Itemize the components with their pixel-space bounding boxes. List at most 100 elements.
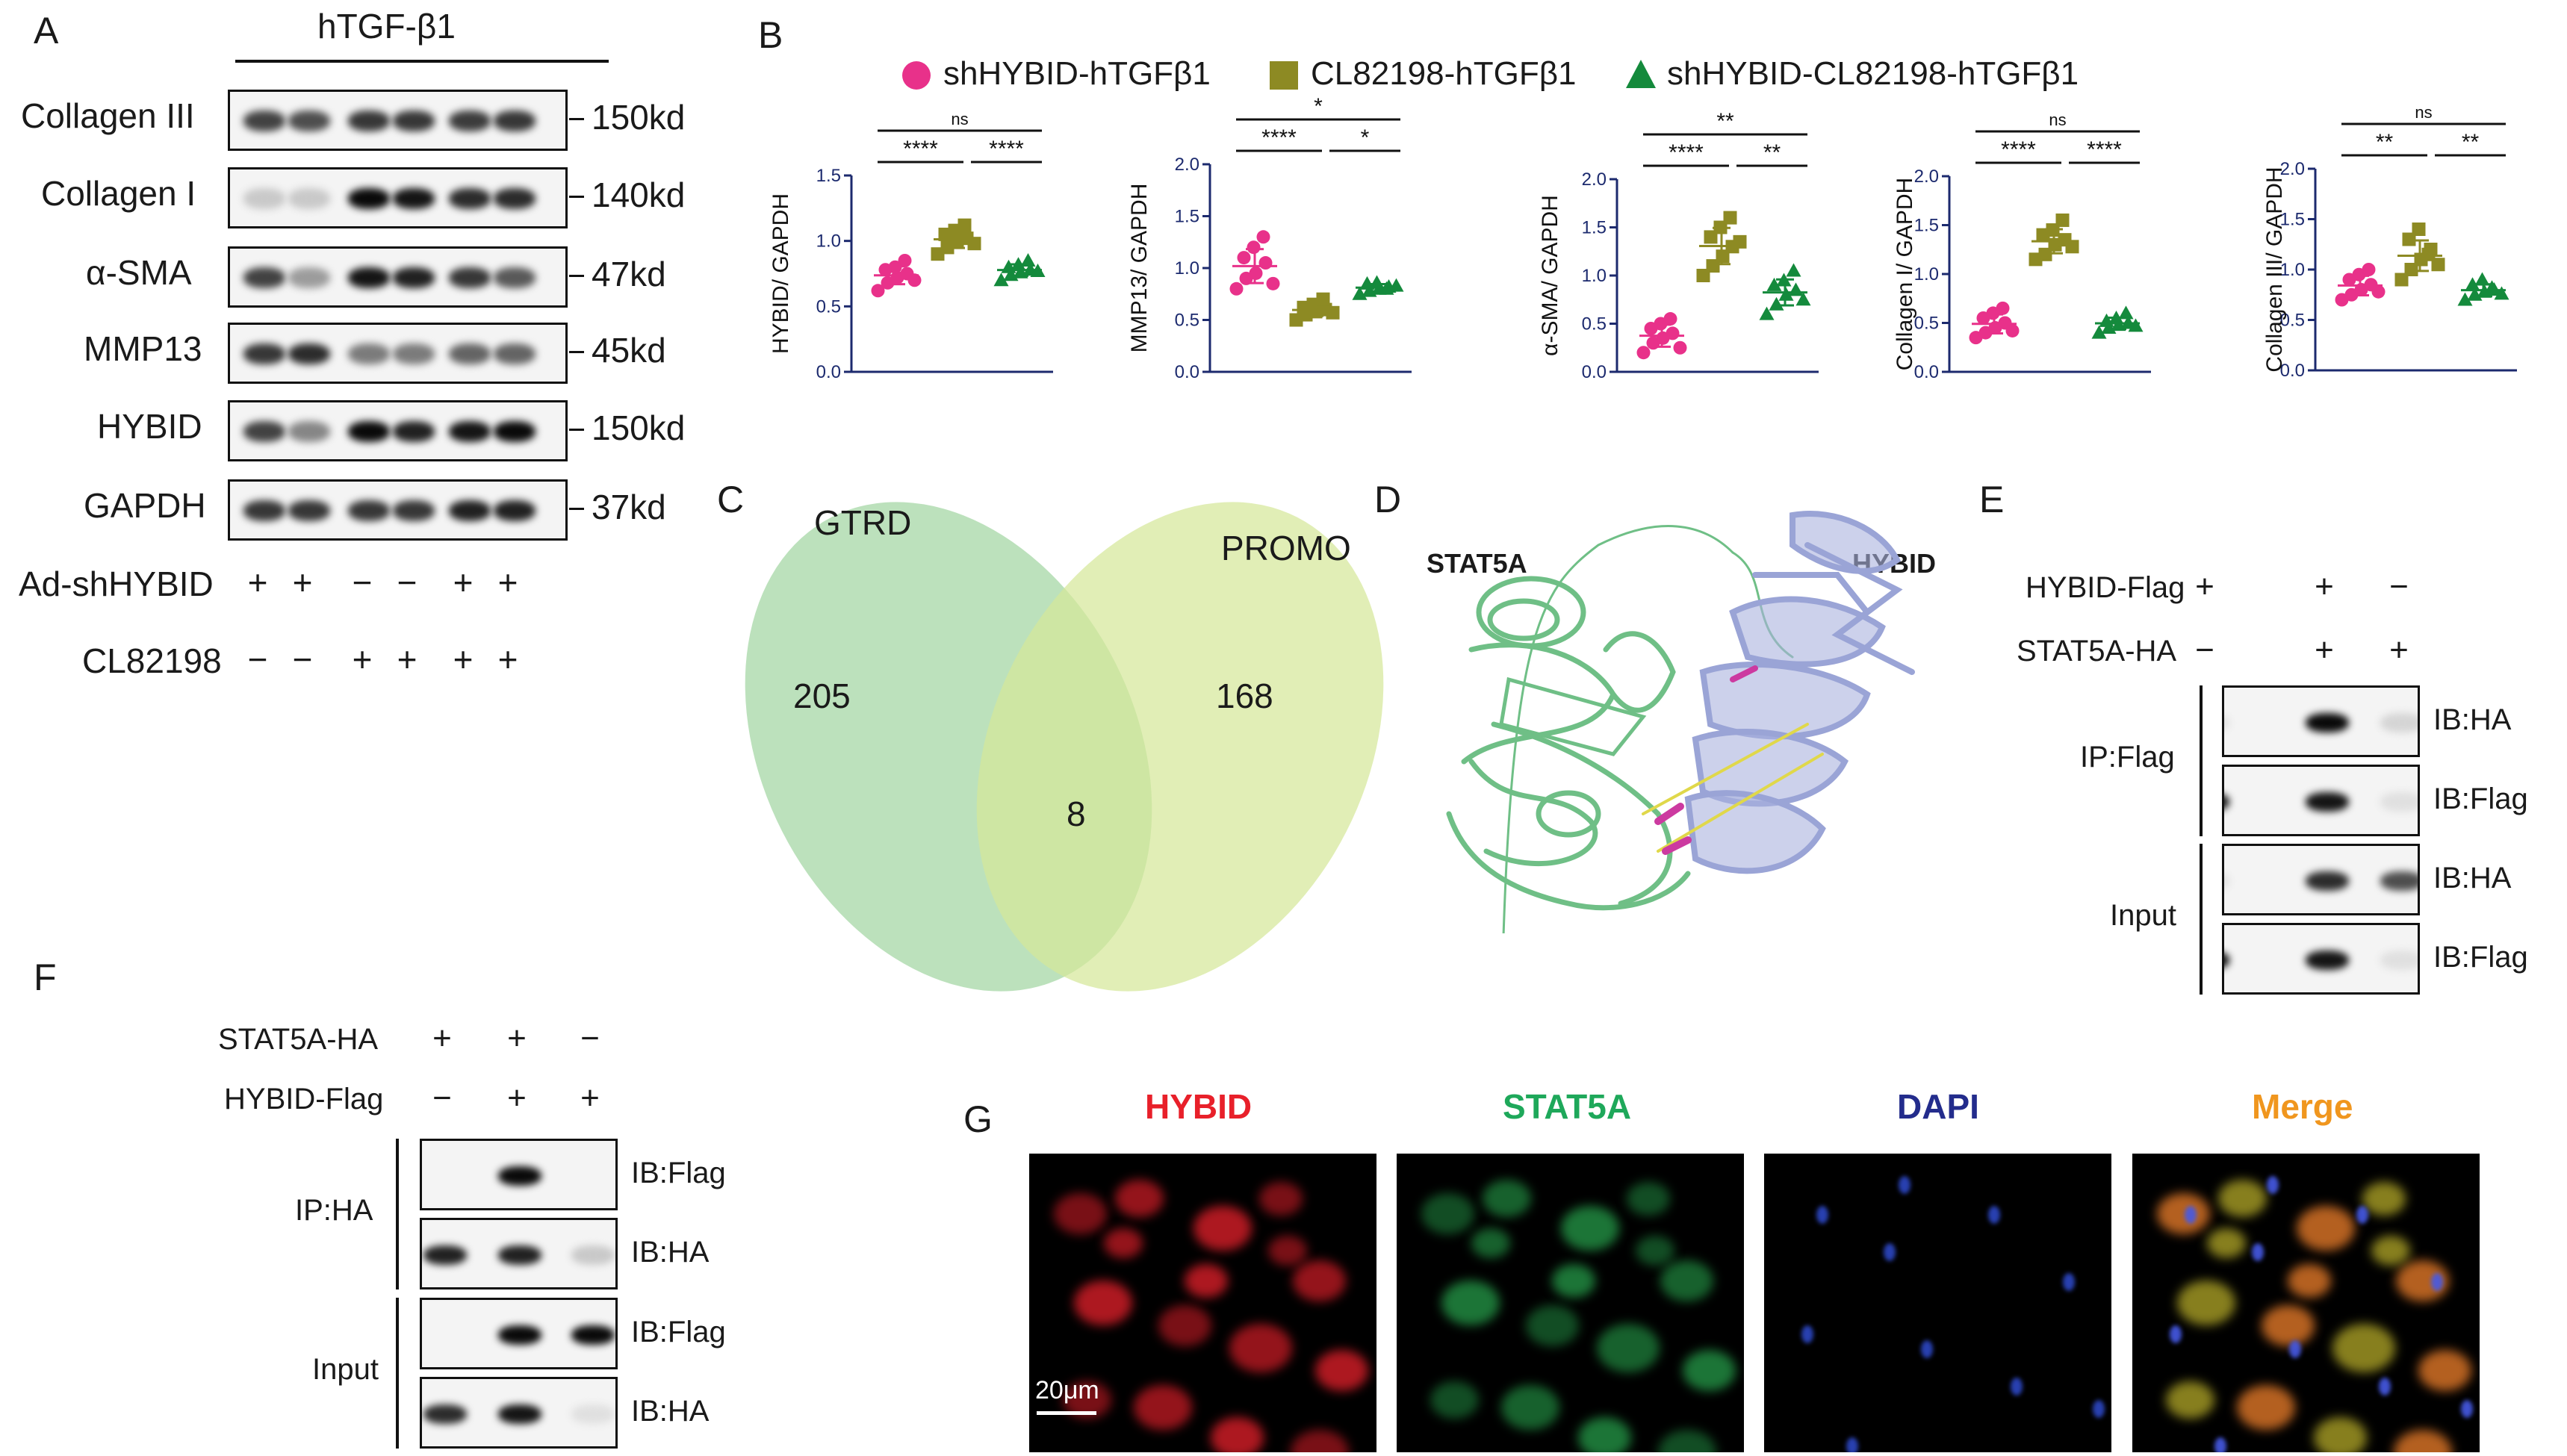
scale-bar xyxy=(1037,1411,1096,1415)
legend-label: shHYBID-CL82198-hTGFβ1 xyxy=(1667,55,2079,92)
panel-g-label: G xyxy=(963,1098,993,1140)
cell-body xyxy=(2332,1323,2395,1372)
treatment-sign: + xyxy=(453,640,474,679)
blot-band xyxy=(494,267,536,288)
group-bracket xyxy=(2200,844,2203,995)
blot-row-protein-label: Collagen III xyxy=(21,96,195,135)
y-tick-label: 0.5 xyxy=(1914,314,1939,334)
marker-tick xyxy=(569,508,584,510)
cell-body xyxy=(2156,1192,2210,1234)
data-point xyxy=(1247,240,1261,255)
blot-row-size-label: 140kd xyxy=(592,175,686,214)
blot-band xyxy=(288,500,330,521)
significance-label: **** xyxy=(989,137,1024,161)
blot-band xyxy=(348,188,390,209)
treatment-label: CL82198 xyxy=(82,641,222,680)
venn-left-count: 205 xyxy=(793,676,851,715)
cell-body xyxy=(2218,1180,2267,1217)
data-point xyxy=(1769,296,1784,311)
y-tick-label: 1.0 xyxy=(1175,258,1199,279)
condition-sign: + xyxy=(507,1020,527,1057)
condition-sign: − xyxy=(2389,568,2409,605)
cell-nucleus xyxy=(1921,1340,1933,1358)
condition-sign: − xyxy=(580,1020,600,1057)
cell-body xyxy=(1210,1416,1264,1452)
blot-band xyxy=(449,343,491,364)
condition-sign: + xyxy=(580,1080,600,1116)
cell-body xyxy=(1229,1323,1292,1372)
blot-band xyxy=(243,421,285,442)
y-tick-label: 0.0 xyxy=(816,362,841,382)
cell-body xyxy=(1158,1304,1211,1346)
cell-body xyxy=(2394,1430,2452,1452)
cell-body xyxy=(1292,1260,1346,1301)
panel-a-header: hTGF-β1 xyxy=(317,7,456,46)
y-tick-label: 2.0 xyxy=(1582,169,1607,190)
data-point xyxy=(1673,340,1687,355)
blot-band xyxy=(243,343,285,364)
group-label: Input xyxy=(312,1353,379,1386)
blot-band xyxy=(348,267,390,288)
data-point xyxy=(1369,275,1385,289)
significance-label: **** xyxy=(2087,137,2122,162)
cell-body xyxy=(1626,1181,1670,1216)
group-label: Input xyxy=(2110,899,2176,932)
cell-nucleus xyxy=(2252,1243,2264,1261)
channel-label: DAPI xyxy=(1897,1087,1979,1126)
blot-row-size-label: 47kd xyxy=(592,255,666,293)
marker-tick xyxy=(569,196,584,198)
blot-band xyxy=(449,421,491,442)
coip-band xyxy=(571,1404,615,1424)
data-point xyxy=(1011,257,1026,271)
cell-nucleus xyxy=(1899,1176,1910,1194)
y-tick-label: 1.5 xyxy=(1175,207,1199,227)
blot-band xyxy=(393,500,435,521)
data-point xyxy=(1316,292,1330,306)
blot-band xyxy=(348,343,390,364)
marker-tick xyxy=(569,351,584,353)
data-point xyxy=(2474,272,2490,286)
panel-c-venn xyxy=(745,502,1384,992)
coip-band xyxy=(2224,951,2229,970)
cell-body xyxy=(1441,1281,1500,1325)
panel-a-label: A xyxy=(34,10,59,52)
group-label: IP:Flag xyxy=(2080,741,2175,774)
data-point xyxy=(871,284,885,298)
cell-body xyxy=(2418,1349,2471,1391)
blot-band xyxy=(393,111,435,131)
data-point xyxy=(2484,280,2500,294)
cell-body xyxy=(1053,1192,1107,1234)
group-bracket xyxy=(396,1139,399,1289)
data-point xyxy=(1776,273,1792,287)
coip-band xyxy=(498,1325,541,1345)
significance-label: **** xyxy=(2001,137,2036,162)
blot-row-size-label: 150kd xyxy=(592,98,686,137)
data-point xyxy=(1766,277,1782,291)
data-point xyxy=(1666,326,1680,340)
blot-image xyxy=(228,90,568,151)
y-tick-label: 1.0 xyxy=(816,231,841,252)
data-point xyxy=(1030,263,1046,277)
blot-band xyxy=(243,267,285,288)
group-label: IP:HA xyxy=(295,1194,373,1227)
panel-b-label: B xyxy=(758,14,783,56)
data-point xyxy=(1636,346,1651,360)
y-tick-label: 2.0 xyxy=(2280,159,2305,179)
data-point xyxy=(2431,258,2445,272)
cell-nucleus xyxy=(1846,1437,1858,1452)
data-point xyxy=(898,253,912,267)
blot-band xyxy=(393,267,435,288)
coip-band xyxy=(423,1404,467,1424)
coip-band xyxy=(2380,713,2418,732)
cell-nucleus xyxy=(2185,1206,2197,1224)
significance-label: ** xyxy=(2462,130,2480,155)
marker-tick xyxy=(569,429,584,431)
blot-image xyxy=(228,479,568,541)
cell-nucleus xyxy=(2267,1176,2279,1194)
y-tick-label: 0.0 xyxy=(1175,362,1199,382)
y-tick-label: 0.5 xyxy=(2280,311,2305,331)
protein-stat5a-label: STAT5A xyxy=(1427,548,1527,579)
blot-row-protein-label: HYBID xyxy=(97,407,202,446)
cell-nucleus xyxy=(2011,1378,2023,1396)
